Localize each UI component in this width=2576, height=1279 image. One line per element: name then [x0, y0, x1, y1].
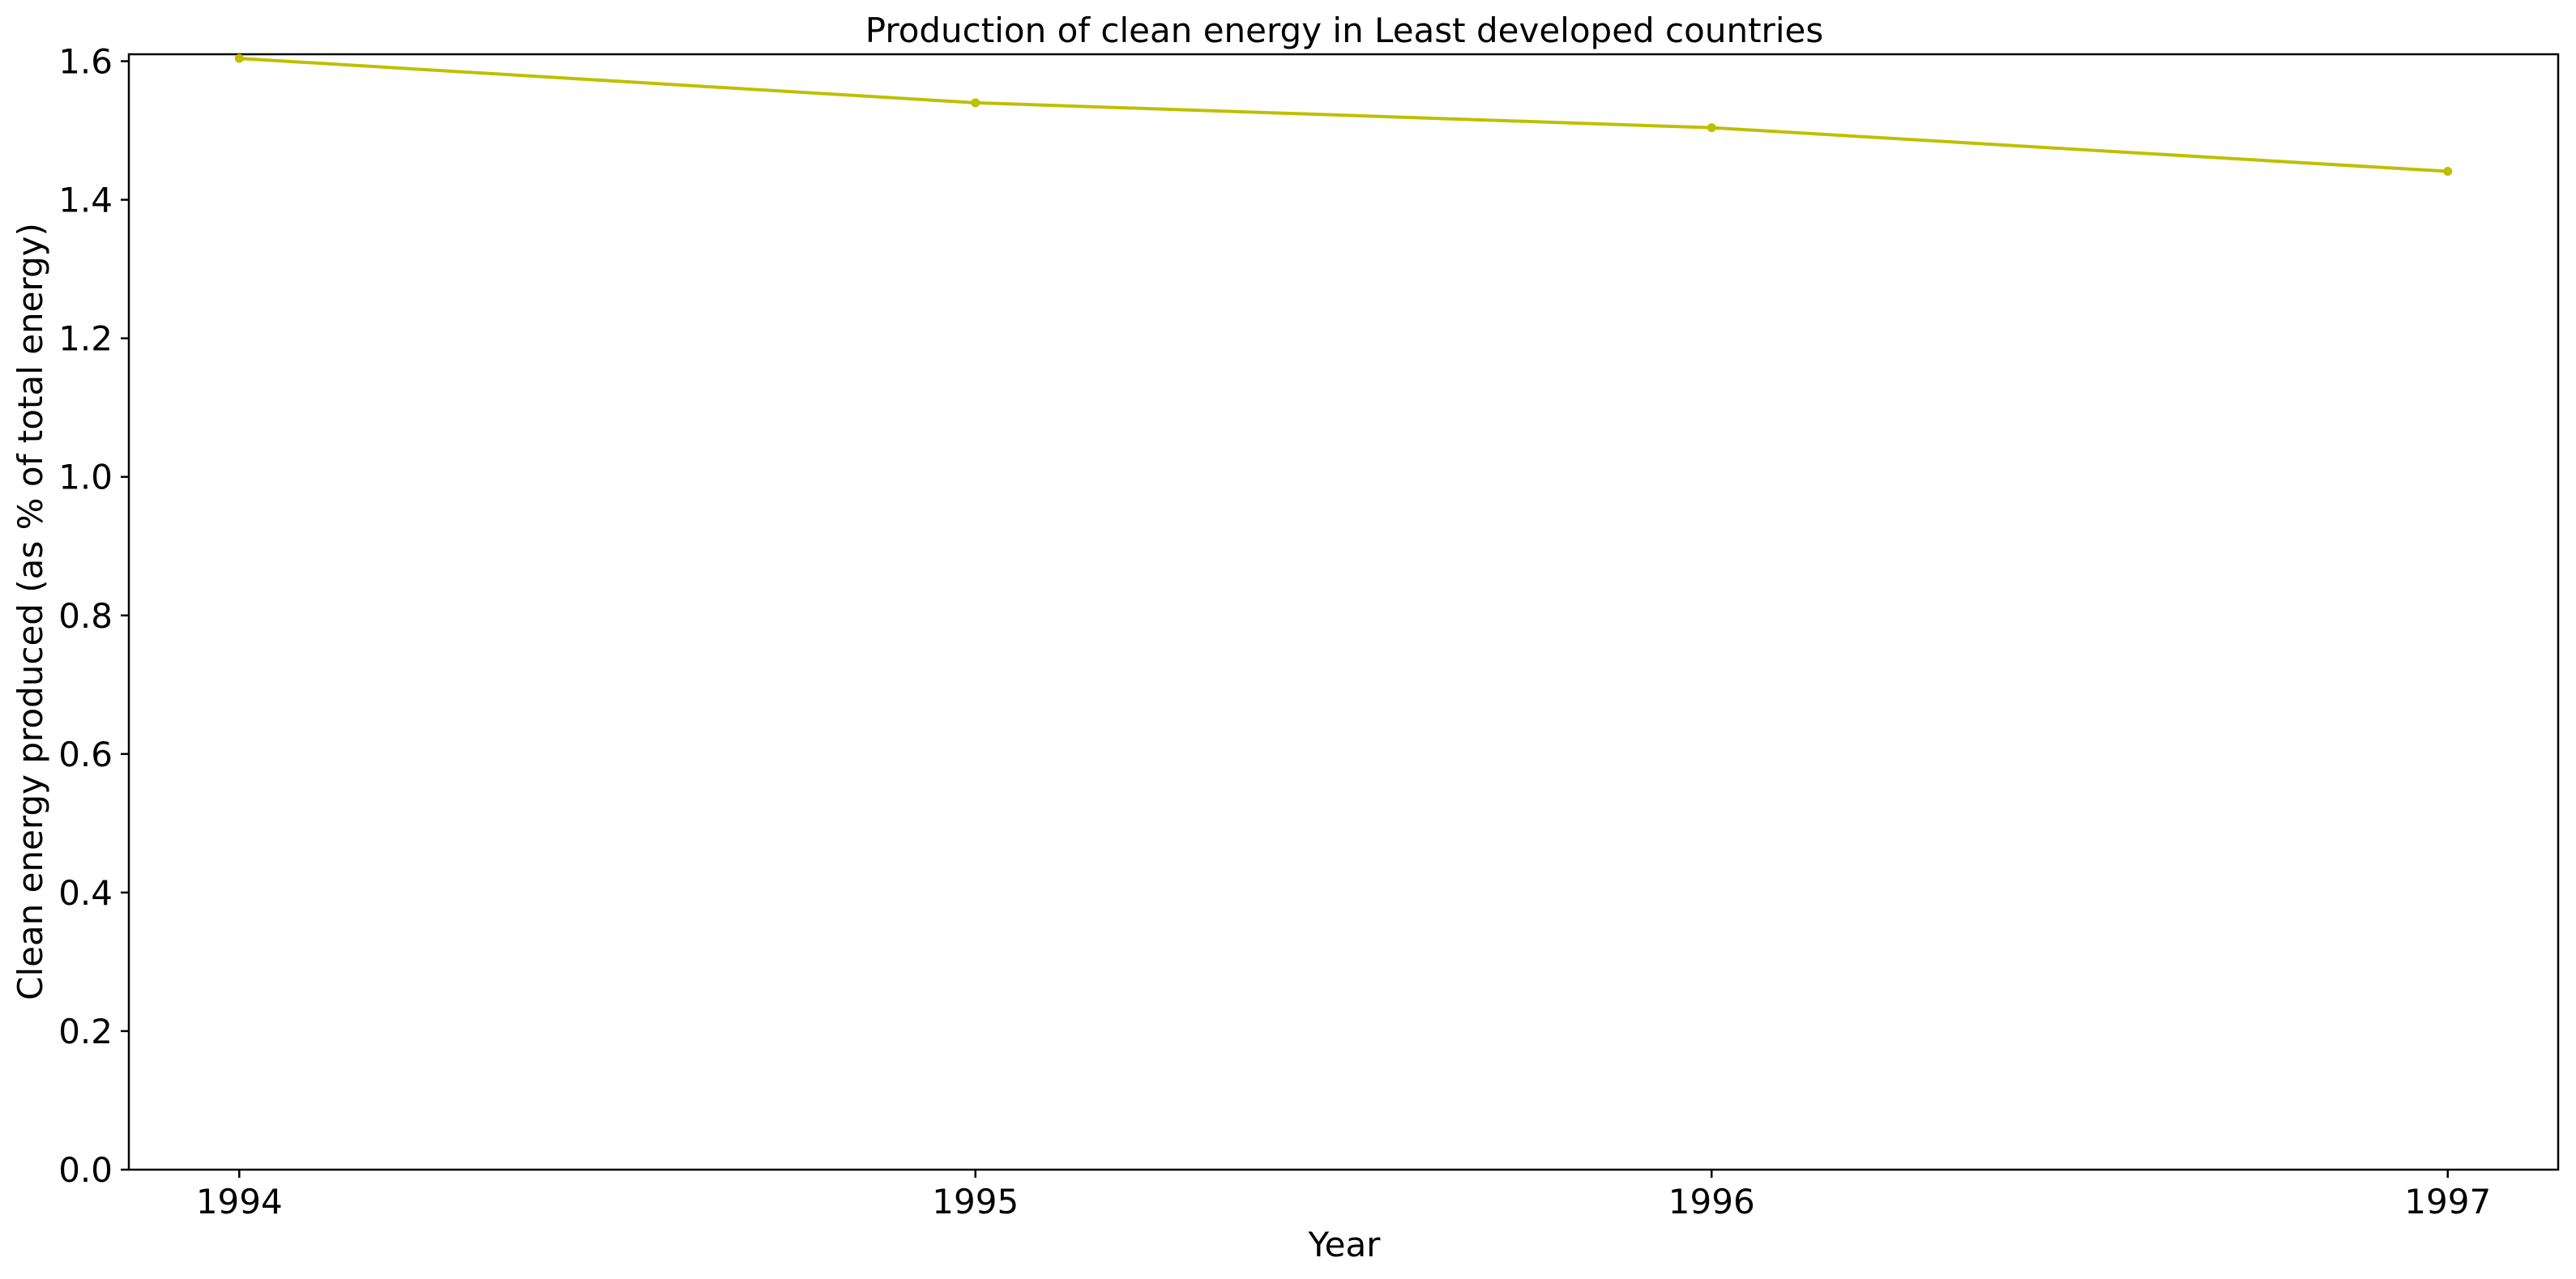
x-axis: 1994 1995 1996 1997: [196, 1170, 2491, 1221]
x-tick-label: 1994: [196, 1182, 283, 1221]
y-tick-label: 0.6: [58, 735, 113, 774]
chart-title: Production of clean energy in Least deve…: [865, 11, 1823, 50]
plot-area-frame: [127, 53, 2560, 1171]
x-tick-label: 1997: [2404, 1182, 2491, 1221]
series-line: [239, 57, 2448, 173]
x-tick-label: 1995: [932, 1182, 1019, 1221]
y-tick-label: 1.2: [58, 319, 113, 359]
x-axis-title: Year: [1308, 1225, 1382, 1264]
y-tick-label: 1.0: [58, 458, 113, 497]
data-point: [234, 53, 244, 63]
y-tick-label: 0.8: [58, 596, 113, 636]
y-tick-label: 0.4: [58, 873, 113, 913]
y-tick-label: 0.0: [58, 1150, 113, 1190]
x-tick-label: 1996: [1668, 1182, 1755, 1221]
data-point: [971, 98, 980, 108]
y-tick-label: 0.2: [58, 1012, 113, 1051]
data-point: [1707, 123, 1716, 133]
series-layer: [234, 53, 2453, 177]
data-point: [2443, 167, 2453, 177]
y-axis-title: Clean energy produced (as % of total ene…: [11, 223, 50, 1000]
y-tick-label: 1.4: [58, 181, 113, 220]
y-tick-label: 1.6: [58, 42, 113, 82]
y-axis: 0.0 0.2 0.4 0.6 0.8 1.0 1.2 1.4 1.6: [58, 42, 129, 1190]
